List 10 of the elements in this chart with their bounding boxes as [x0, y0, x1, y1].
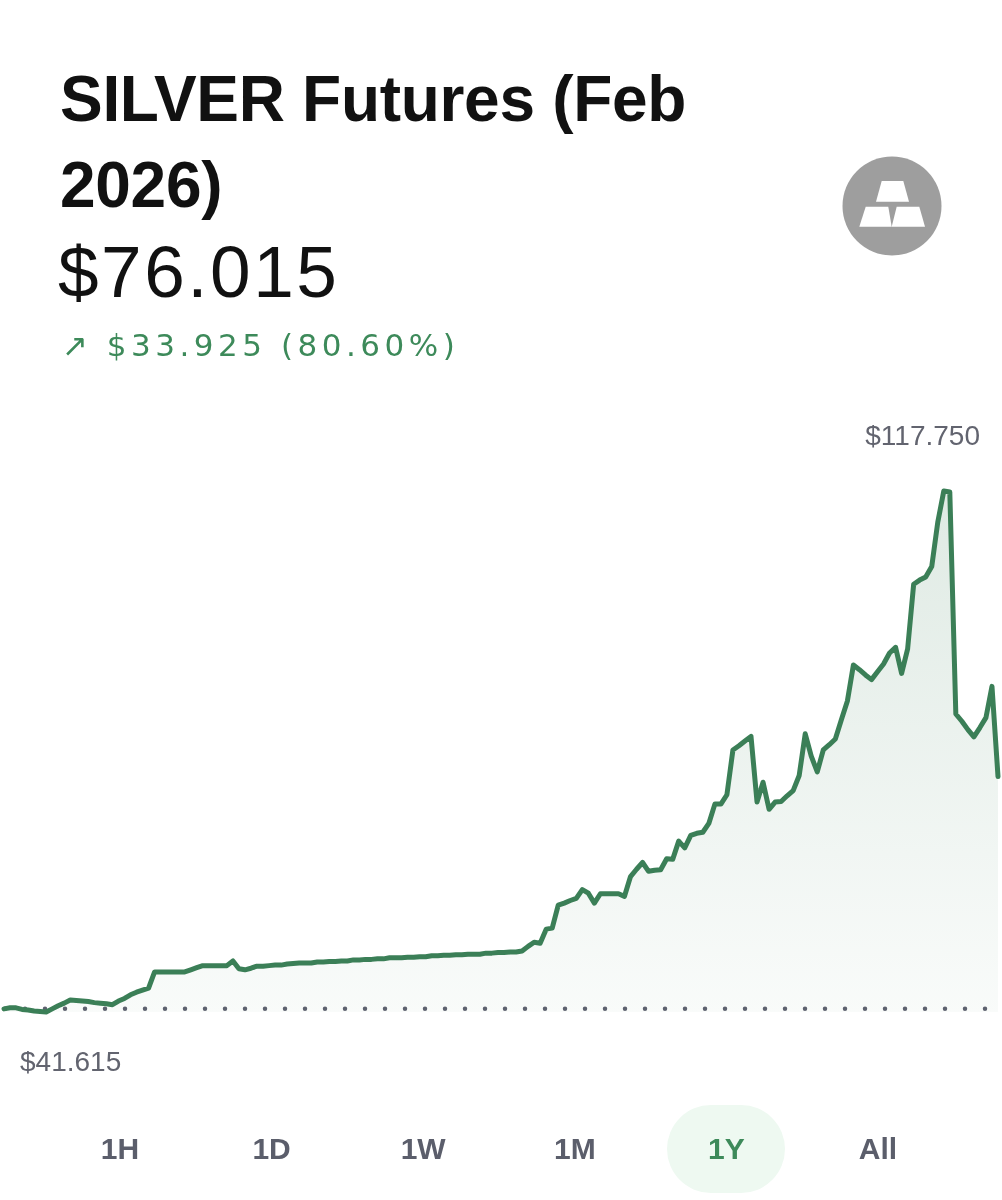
- text: 1W: [399, 1131, 447, 1167]
- chart-title: SILVER Futures (Feb 2026): [60, 62, 688, 223]
- text: 1H: [99, 1131, 141, 1167]
- text: 1M: [552, 1131, 597, 1167]
- text: All: [857, 1131, 899, 1167]
- chart-subtitle: $76.015: [58, 230, 340, 314]
- text: $117.750: [865, 419, 981, 451]
- text: $41.615: [20, 1045, 122, 1077]
- text: 1D: [251, 1131, 292, 1167]
- text: ↗ $33.925 (80.60%): [62, 326, 460, 365]
